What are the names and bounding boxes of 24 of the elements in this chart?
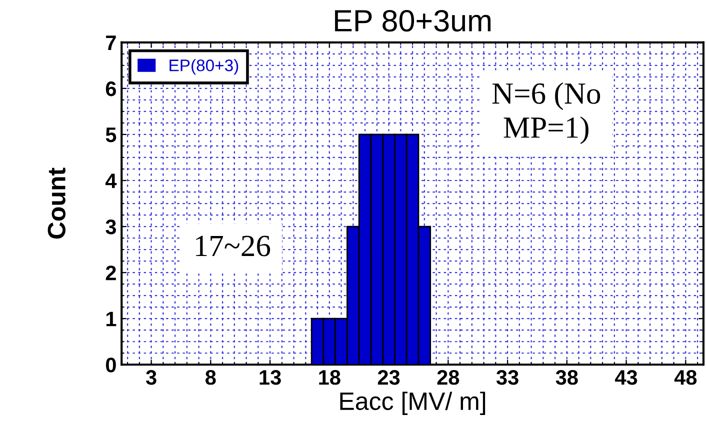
- x-tick-label: 28: [437, 370, 460, 385]
- x-tick-label: 38: [556, 370, 578, 385]
- y-tick-label: 2: [106, 266, 116, 280]
- x-tick-label: 48: [674, 370, 697, 385]
- y-tick-label: 5: [106, 128, 116, 142]
- annotation: 17~26: [196, 236, 270, 256]
- chart-title: EP 80+3um: [335, 10, 491, 32]
- x-tick-label: 8: [206, 370, 216, 385]
- y-tick-label: 3: [106, 220, 116, 234]
- x-tick-label: 23: [378, 370, 400, 385]
- y-axis-title: Count: [48, 168, 66, 239]
- x-tick-label: 33: [496, 370, 518, 385]
- annotation: N=6 (No MP=1): [492, 82, 600, 144]
- x-axis-title: Eacc [MV/ m]: [340, 392, 486, 416]
- x-tick-label: 3: [146, 370, 156, 385]
- y-tick-label: 6: [106, 81, 116, 96]
- x-tick-label: 13: [260, 370, 281, 385]
- y-tick-label: 0: [106, 358, 116, 372]
- y-tick-label: 4: [105, 174, 117, 188]
- y-tick-label: 1: [106, 312, 116, 326]
- x-tick-label: 43: [615, 370, 638, 385]
- y-tick-label: 7: [106, 36, 116, 50]
- legend-label: EP(80+3): [170, 59, 238, 75]
- x-tick-label: 18: [319, 370, 340, 385]
